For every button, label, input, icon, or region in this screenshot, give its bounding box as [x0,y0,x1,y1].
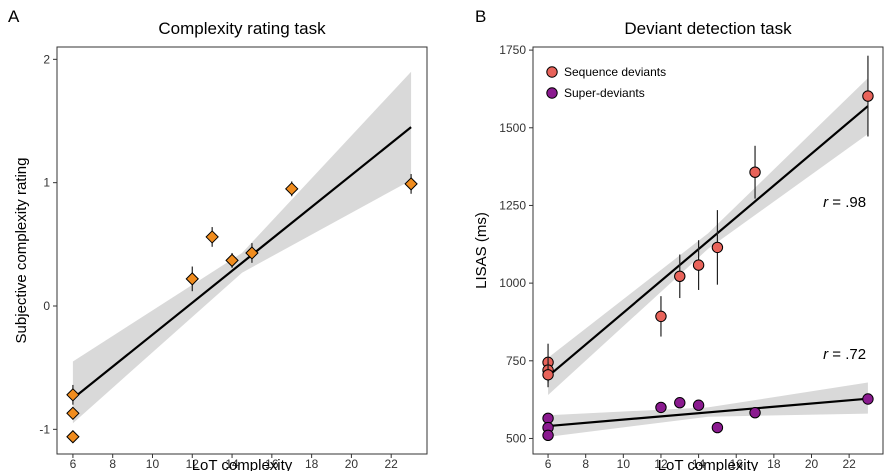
y-tick-label: 0 [43,299,50,313]
regression-line-1 [547,105,869,378]
y-tick-label: 1250 [499,198,526,212]
correlation-annotation: r = .72 [823,346,866,363]
x-tick-label: 10 [617,457,631,471]
chart-panel-2: B Deviant detection task 6 8 10 12 14 16 18 20 22 5… [473,7,884,471]
data-point [692,399,705,411]
x-tick-label: 8 [109,457,116,471]
legend-marker [546,66,558,78]
regression-line-2 [547,397,869,428]
data-point [542,369,554,381]
x-tick-label: 14 [692,457,706,471]
data-point [542,429,554,442]
chart-title: Complexity rating task [158,19,326,38]
data-point [205,230,219,244]
x-tick-label: 16 [265,457,279,471]
y-tick-label: -1 [39,422,50,436]
x-tick-label: 10 [146,457,160,471]
legend-marker [546,87,558,99]
y-tick-label: 750 [506,354,526,368]
data-point [692,259,705,271]
data-point [674,270,686,282]
x-tick-label: 8 [582,457,589,471]
data-point [245,246,259,260]
confidence-band-1 [72,71,412,424]
data-point [674,397,686,409]
data-point [185,272,199,286]
y-tick-label: 1000 [499,276,526,290]
data-point [711,241,724,254]
x-tick-label: 22 [842,457,856,471]
data-point [404,177,418,191]
data-point [285,182,299,196]
correlation-annotation: r = .98 [823,194,866,211]
x-axis-label: LoT complexity [192,457,293,471]
data-point [66,388,80,402]
data-point [862,90,874,102]
plot-frame [56,46,428,455]
data-point [711,421,724,434]
x-tick-label: 16 [730,457,744,471]
x-tick-label: 12 [654,457,668,471]
chart-title: Deviant detection task [624,19,792,38]
panel-label: B [475,7,486,26]
y-tick-label: 2 [43,52,50,66]
x-tick-label: 6 [70,457,77,471]
data-point [655,310,667,323]
data-point [66,430,80,444]
x-tick-label: 6 [545,457,552,471]
data-point [749,166,761,178]
y-axis-label: Subjective complexity rating [13,158,30,344]
x-tick-label: 20 [345,457,359,471]
y-tick-label: 500 [506,431,526,445]
confidence-band-1 [548,78,868,395]
data-point [225,253,239,268]
panel-label: A [8,7,20,26]
data-point [749,406,761,419]
x-tick-label: 14 [225,457,239,471]
data-point [66,406,80,421]
regression-line-1 [72,126,412,400]
data-point [655,401,667,414]
y-tick-label: 1750 [499,43,526,57]
x-tick-label: 20 [805,457,819,471]
x-axis-label: LoT complexity [658,457,759,471]
x-tick-label: 18 [767,457,781,471]
legend-label: Sequence deviants [564,65,666,79]
x-tick-label: 22 [385,457,399,471]
x-tick-label: 18 [305,457,319,471]
confidence-band-2 [548,382,868,437]
y-tick-label: 1500 [499,121,526,135]
legend-label: Super-deviants [564,86,645,100]
y-tick-label: 1 [43,176,50,190]
data-point [862,393,874,405]
x-tick-label: 12 [186,457,200,471]
plot-frame [532,46,884,455]
y-axis-label: LISAS (ms) [473,212,490,289]
